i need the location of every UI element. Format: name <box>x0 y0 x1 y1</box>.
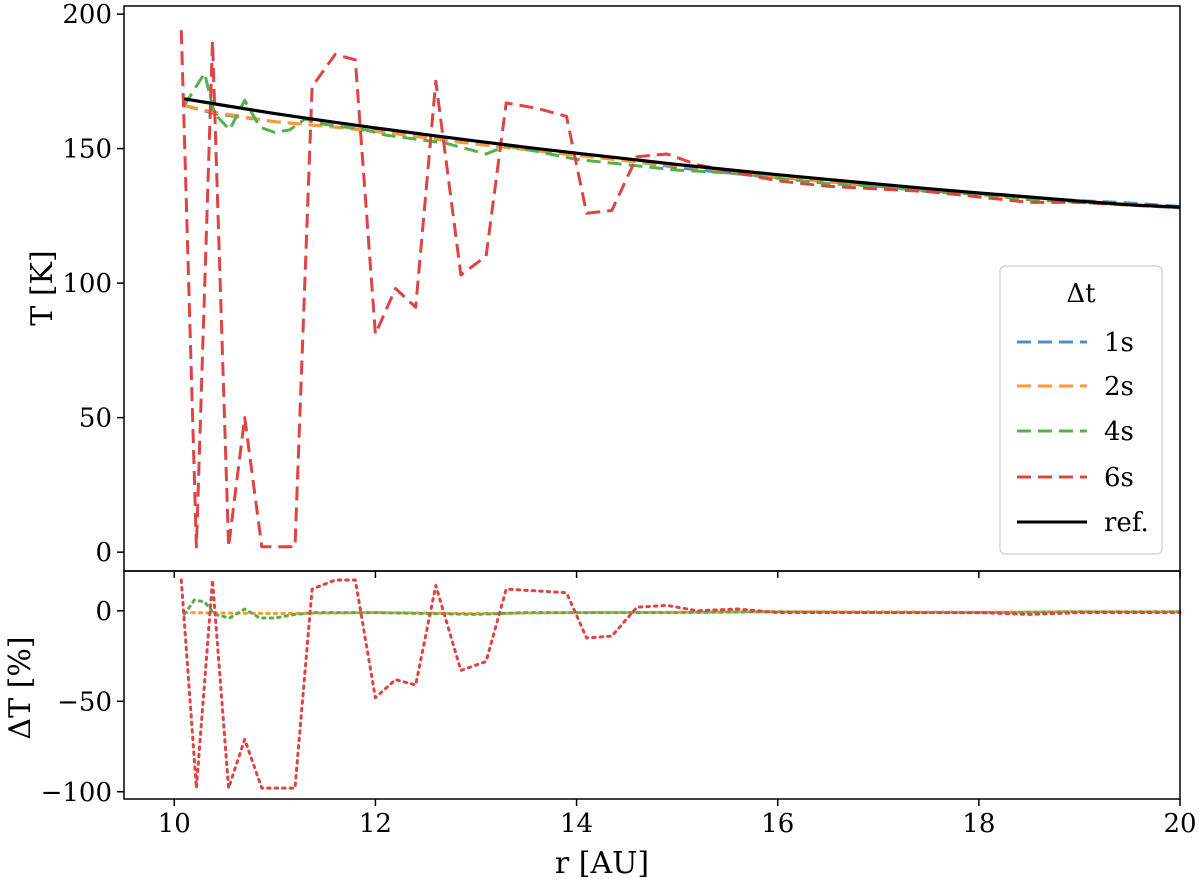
temperature-y-tick-label: 100 <box>62 269 112 299</box>
temperature-y-axis-label: T [K] <box>25 250 60 325</box>
deviation-x-tick-label: 14 <box>560 809 593 839</box>
deviation-series-3 <box>179 578 1182 790</box>
legend: Δt 1s 2s 4s 6s ref. <box>999 265 1163 555</box>
deviation-x-tick-label: 16 <box>761 809 794 839</box>
legend-label-1s: 1s <box>1104 328 1134 358</box>
deviation-plot-frame <box>123 570 1181 800</box>
deviation-x-tick-label: 18 <box>962 809 995 839</box>
deviation-x-ticks: 10 12 14 16 18 20 <box>158 799 1197 839</box>
deviation-x-tick-label: 10 <box>158 809 191 839</box>
temperature-y-ticks: 0 50 100 150 200 <box>62 0 124 568</box>
legend-label-ref: ref. <box>1104 508 1149 538</box>
legend-label-4s: 4s <box>1104 417 1134 447</box>
temperature-y-tick-label: 0 <box>95 538 112 568</box>
deviation-panel: 0 −50 −100 10 12 14 16 18 20 ΔT [%] r [AU] <box>3 570 1197 881</box>
legend-title: Δt <box>1066 279 1096 309</box>
temperature-y-tick-label: 150 <box>62 135 112 165</box>
temperature-y-tick-label: 200 <box>62 0 112 30</box>
legend-label-6s: 6s <box>1104 463 1134 493</box>
deviation-y-ticks: 0 −50 −100 <box>41 597 124 808</box>
temperature-series-group <box>179 30 1181 549</box>
temperature-x-ticks <box>173 571 1181 578</box>
deviation-x-tick-label: 20 <box>1163 809 1196 839</box>
temperature-series-ref <box>184 97 1181 209</box>
deviation-y-tick-label: −50 <box>57 687 112 717</box>
temperature-series-4s <box>183 71 1181 210</box>
deviation-y-tick-label: 0 <box>95 597 112 627</box>
legend-label-2s: 2s <box>1104 372 1134 402</box>
temperature-panel: 0 50 100 150 200 T [K] Δt 1s 2s 4s 6s ref. <box>25 0 1181 578</box>
temperature-y-tick-label: 50 <box>79 404 112 434</box>
deviation-series-group <box>179 578 1182 790</box>
legend-box <box>999 265 1163 555</box>
x-axis-label: r [AU] <box>555 846 649 881</box>
deviation-y-tick-label: −100 <box>41 778 112 808</box>
deviation-x-tick-label: 12 <box>359 809 392 839</box>
temperature-series-6s <box>179 30 1181 549</box>
deviation-y-axis-label: ΔT [%] <box>3 636 38 739</box>
